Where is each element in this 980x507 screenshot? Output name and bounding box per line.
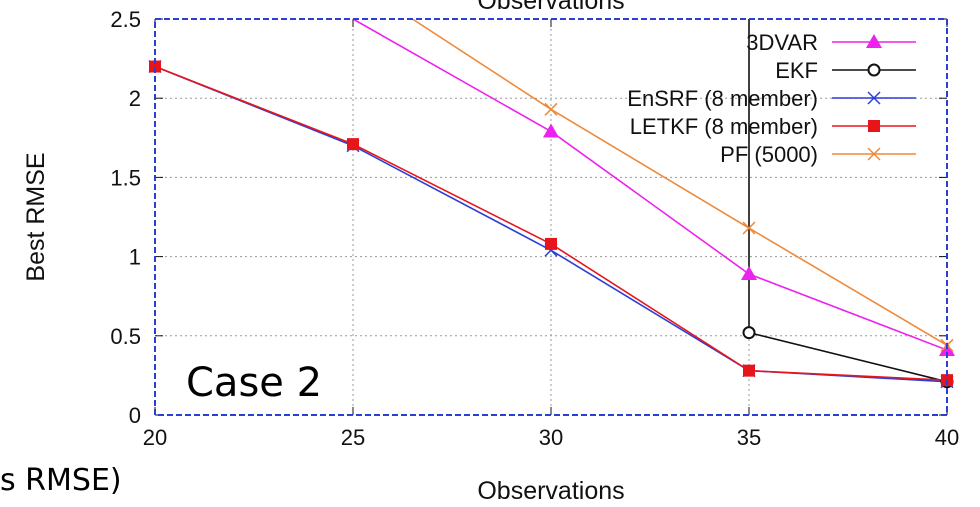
y-tick-label: 1 (129, 245, 141, 270)
x-tick-label: 35 (737, 425, 761, 450)
series-markers (149, 61, 955, 388)
x-tick-label: 30 (539, 425, 563, 450)
series-line-letkf-8-member (155, 67, 947, 381)
series-line-3dvar (353, 19, 947, 350)
y-tick-label: 1.5 (110, 165, 141, 190)
y-tick-label: 2 (129, 86, 141, 111)
y-axis-label: Best RMSE (22, 152, 50, 281)
x-axis-label: Observations (477, 477, 624, 505)
data-point-ekf (744, 327, 755, 338)
x-tick-label: 20 (143, 425, 167, 450)
data-point-letkf-8-member (545, 238, 557, 250)
legend-marker (868, 120, 880, 132)
y-tick-label: 2.5 (110, 7, 141, 32)
data-point-letkf-8-member (347, 138, 359, 150)
legend-label: 3DVAR (746, 30, 818, 55)
x-tick-label: 25 (341, 425, 365, 450)
data-point-letkf-8-member (743, 365, 755, 377)
y-tick-label: 0 (129, 403, 141, 428)
chart-title: Observations (477, 0, 624, 15)
partial-text-fragment: s RMSE) (0, 463, 122, 498)
legend-marker (866, 34, 882, 48)
legend: 3DVAR EKF EnSRF (8 member) LETKF (8 member)… (627, 30, 916, 167)
series-line-pf-5000 (412, 19, 947, 345)
legend-label: EKF (775, 58, 818, 83)
y-tick-label: 0.5 (110, 324, 141, 349)
data-point-3dvar (741, 266, 757, 280)
case-label: Case 2 (186, 360, 322, 406)
data-point-3dvar (543, 123, 559, 137)
legend-marker (869, 65, 880, 76)
legend-label: LETKF (8 member) (630, 114, 818, 139)
legend-label: EnSRF (8 member) (627, 86, 818, 111)
legend-label: PF (5000) (720, 142, 818, 167)
x-tick-label: 40 (935, 425, 959, 450)
